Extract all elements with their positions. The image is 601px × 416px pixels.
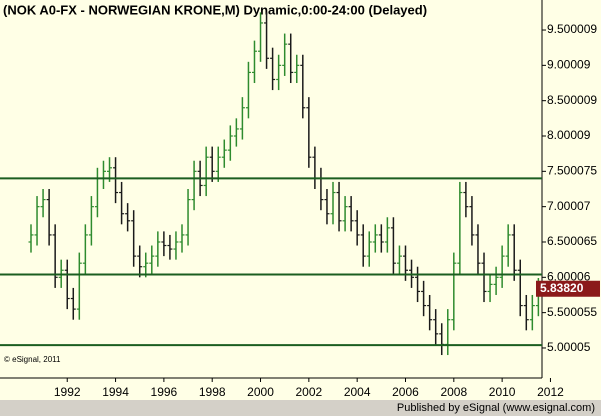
x-tick-label: 2012 <box>537 385 564 399</box>
y-tick-label: 9.00009 <box>547 58 591 72</box>
y-tick-label: 6.500065 <box>547 234 597 248</box>
footer: Published by eSignal (www.esignal.com) <box>397 402 595 414</box>
x-tick-label: 1994 <box>102 385 129 399</box>
copyright: © eSignal, 2011 <box>4 355 61 364</box>
y-tick-label: 7.500075 <box>547 164 597 178</box>
x-tick-label: 2000 <box>247 385 274 399</box>
y-tick-label: 8.00009 <box>547 128 591 142</box>
chart-title: (NOK A0-FX - NORWEGIAN KRONE,M) Dynamic,… <box>3 2 427 17</box>
x-tick-label: 2006 <box>392 385 419 399</box>
y-tick-label: 8.500009 <box>547 93 597 107</box>
x-tick-label: 2010 <box>489 385 516 399</box>
y-tick-label: 6.00006 <box>547 269 591 283</box>
x-tick-label: 2004 <box>344 385 371 399</box>
x-tick-label: 1992 <box>54 385 81 399</box>
x-tick-label: 2002 <box>295 385 322 399</box>
x-tick-label: 1996 <box>151 385 178 399</box>
y-tick-label: 7.00007 <box>547 199 591 213</box>
x-tick-label: 2008 <box>440 385 467 399</box>
last-price-box <box>536 280 600 297</box>
x-tick-label: 1998 <box>199 385 226 399</box>
background <box>0 0 601 400</box>
footer-bar <box>0 400 601 416</box>
y-tick-label: 9.500009 <box>547 22 597 36</box>
last-price-label: 5.83820 <box>540 281 584 295</box>
y-tick-label: 5.00005 <box>547 340 591 354</box>
y-tick-label: 5.500055 <box>547 305 597 319</box>
